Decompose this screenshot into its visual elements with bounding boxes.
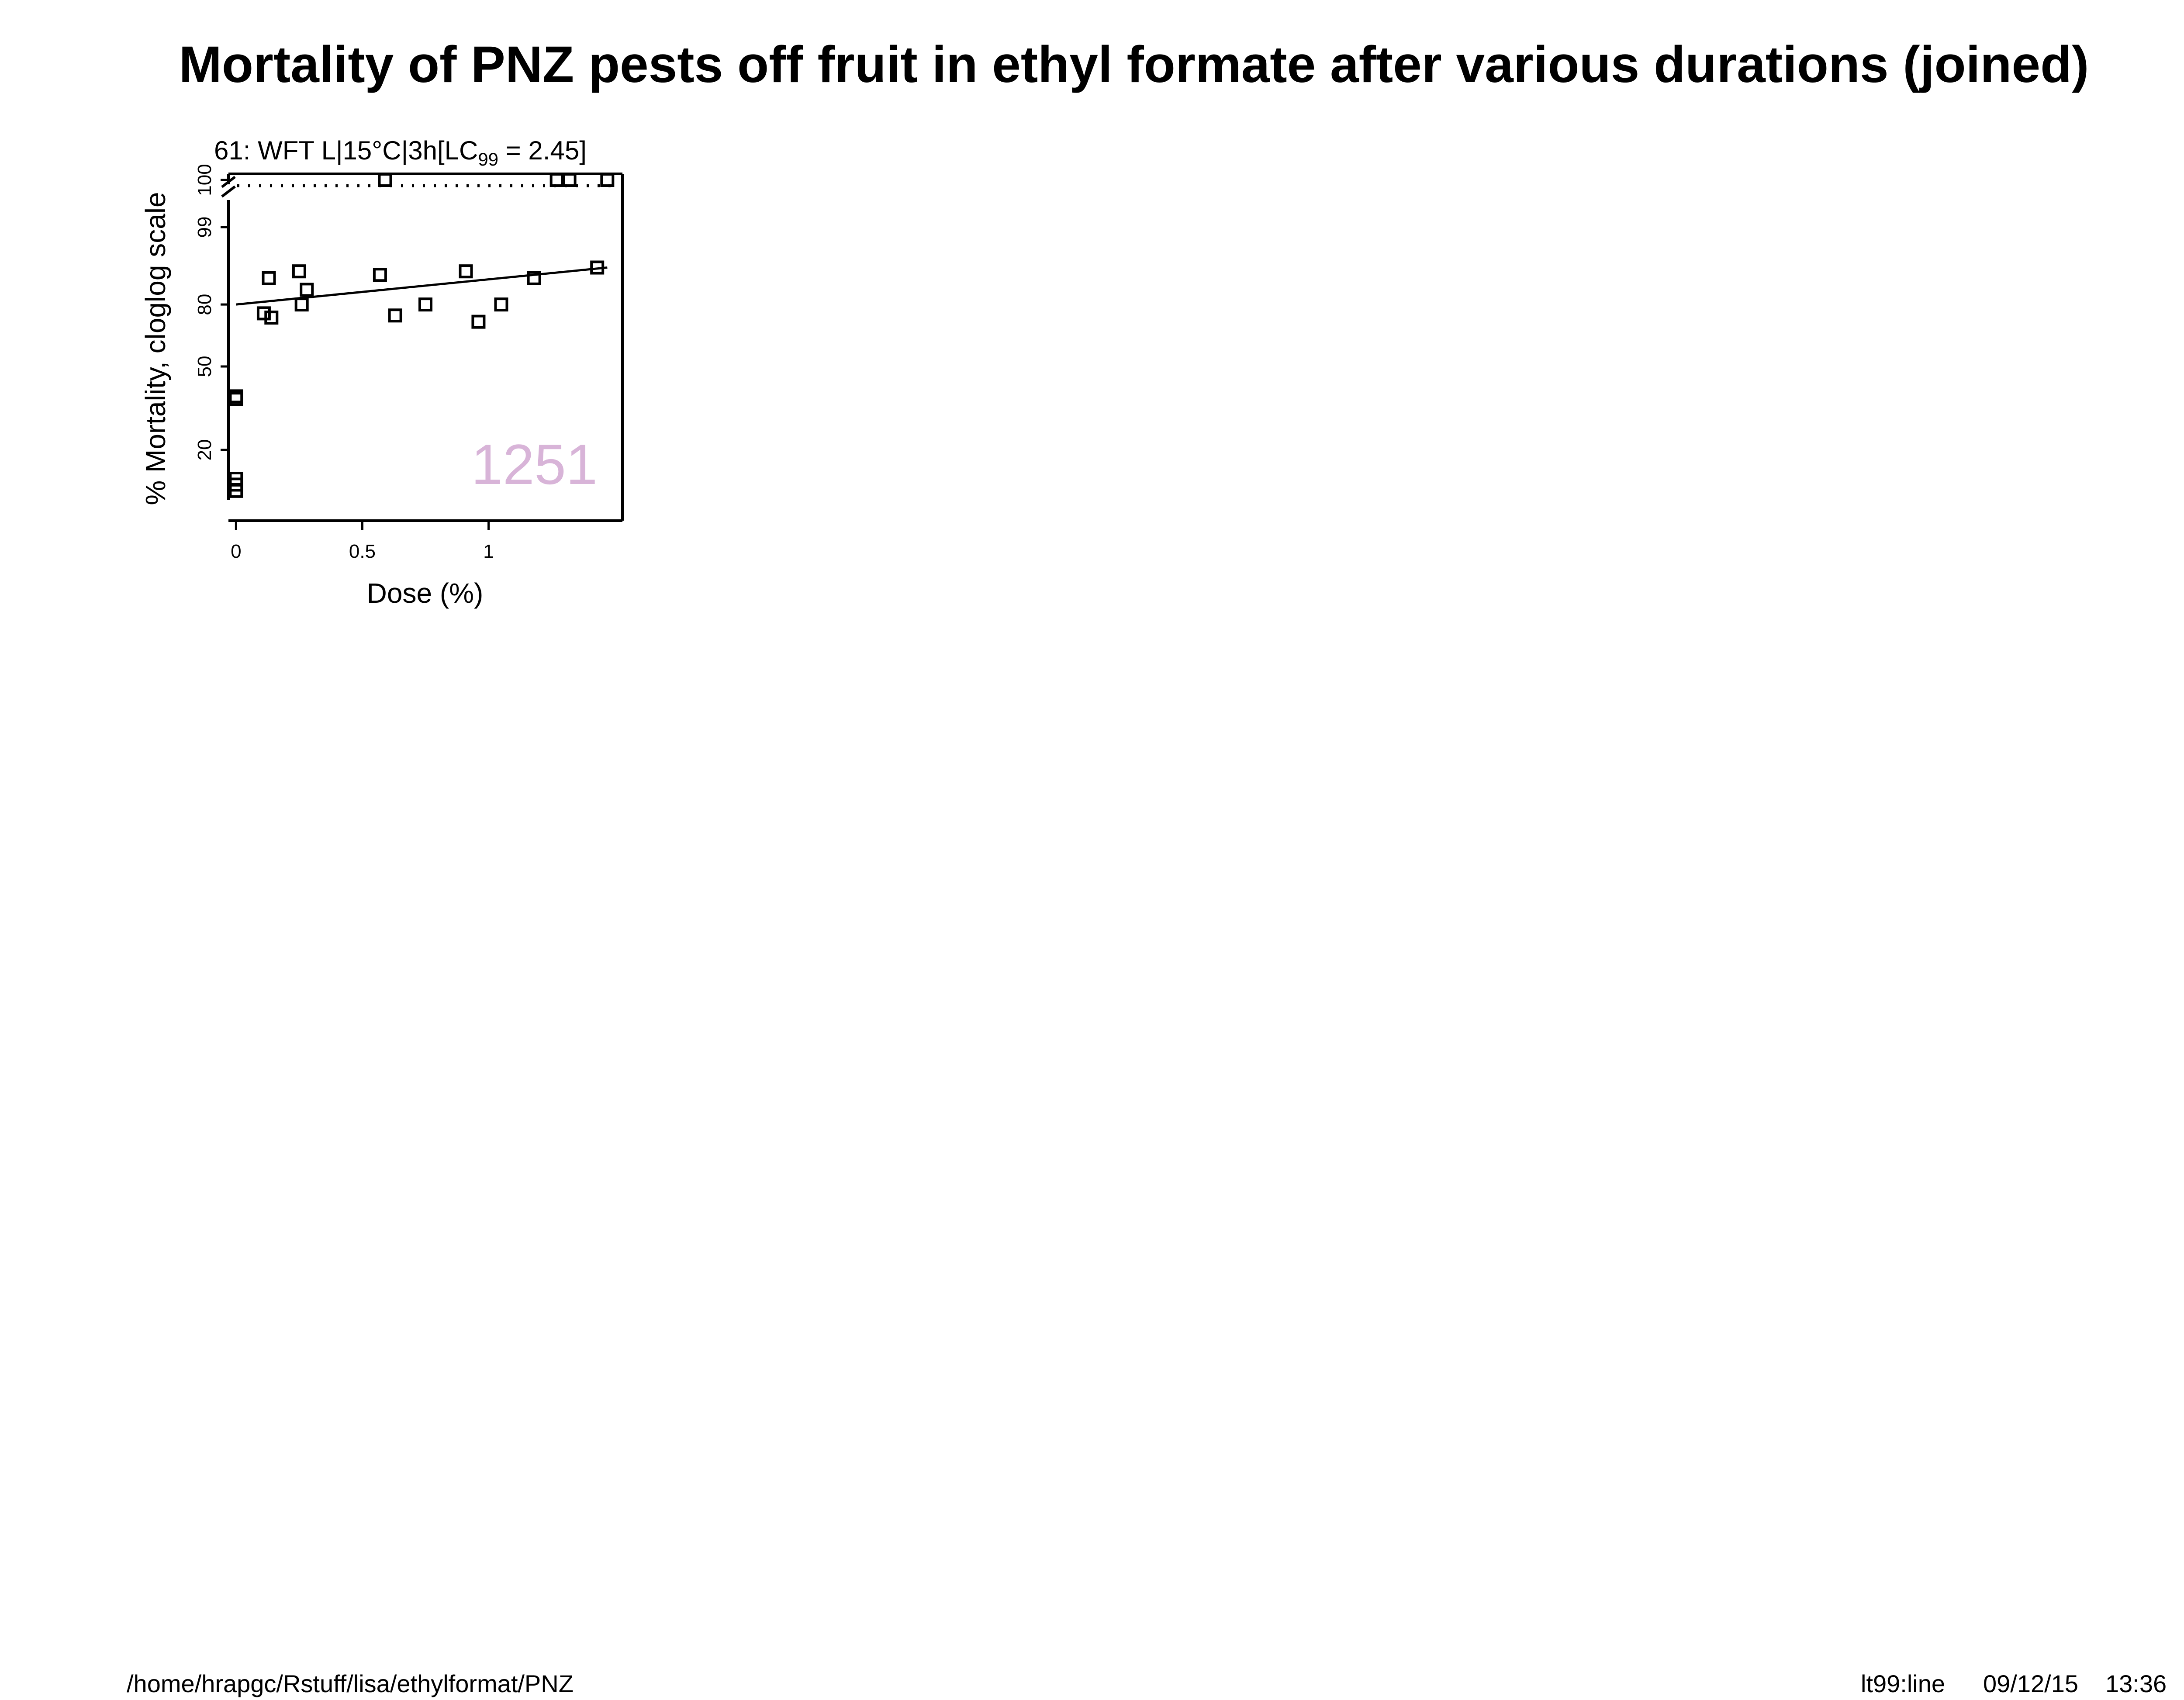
x-tick-label: 0.5 bbox=[349, 541, 376, 562]
data-point bbox=[590, 260, 605, 275]
watermark: 1251 bbox=[471, 432, 598, 496]
x-tick-label: 0 bbox=[231, 541, 241, 562]
data-point bbox=[549, 173, 564, 187]
data-point bbox=[264, 311, 279, 325]
data-point bbox=[229, 484, 243, 498]
panel-title: 61: WFT L|15°C|3h[LC99 = 2.45] bbox=[214, 136, 587, 169]
data-point bbox=[600, 173, 615, 187]
footer-date: 09/12/15 bbox=[1983, 1670, 2078, 1697]
data-point bbox=[229, 389, 243, 404]
y-tick-label: 99 bbox=[194, 217, 215, 238]
data-marks bbox=[229, 173, 615, 498]
footer-method: lt99:line bbox=[1861, 1670, 1946, 1697]
data-point bbox=[300, 283, 314, 297]
data-point bbox=[256, 306, 271, 321]
data-point bbox=[388, 308, 402, 323]
y-tick-label: 50 bbox=[194, 356, 215, 377]
data-point bbox=[373, 268, 387, 282]
x-axis-label: Dose (%) bbox=[367, 577, 484, 609]
data-point bbox=[527, 271, 541, 285]
x-tick-label: 1 bbox=[483, 541, 494, 562]
data-point bbox=[418, 297, 432, 312]
data-point bbox=[494, 297, 508, 312]
footer-time: 13:36 bbox=[2105, 1670, 2167, 1697]
page-title: Mortality of PNZ pests off fruit in ethy… bbox=[179, 36, 2089, 93]
data-point bbox=[294, 297, 309, 312]
data-point bbox=[378, 173, 392, 187]
data-point bbox=[471, 314, 486, 329]
data-point bbox=[562, 173, 577, 187]
y-axis-label: % Mortality, cloglog scale bbox=[140, 192, 171, 505]
axes: 20 50 80 99 100 0 0.5 1 bbox=[194, 164, 624, 562]
panel-title-suffix: = 2.45] bbox=[498, 136, 587, 165]
y-tick-label: 100 bbox=[194, 164, 215, 196]
data-point bbox=[262, 271, 276, 285]
y-tick-label: 80 bbox=[194, 294, 215, 315]
footer-path: /home/hrapgc/Rstuff/lisa/ethylformat/PNZ bbox=[127, 1670, 574, 1697]
axis-break-mark-1 bbox=[221, 176, 236, 188]
panel-title-prefix: 61: WFT L|15°C|3h[LC bbox=[214, 136, 478, 165]
panel-title-subscript: 99 bbox=[478, 149, 498, 169]
axis-break-mark-2 bbox=[221, 185, 236, 198]
data-point bbox=[459, 264, 473, 279]
data-point bbox=[292, 264, 306, 279]
y-tick-label: 20 bbox=[194, 439, 215, 461]
